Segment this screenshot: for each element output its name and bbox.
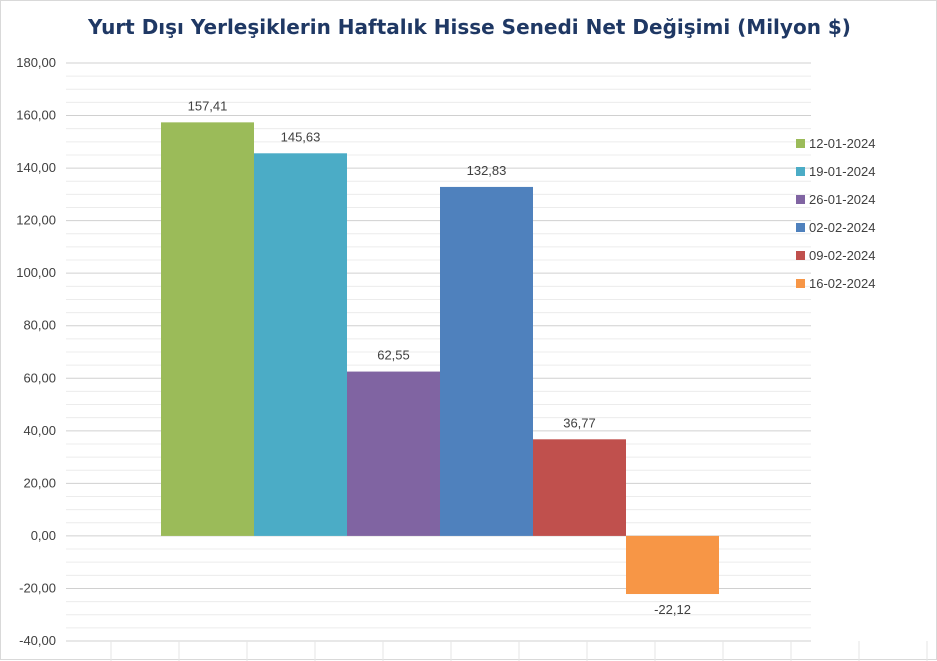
y-tick-label: 20,00 (23, 475, 56, 490)
y-tick-label: 160,00 (16, 108, 56, 123)
y-axis-ticks: 180,00 160,00 140,00 120,00 100,00 80,00 60,00… (16, 55, 56, 648)
y-tick-label: 140,00 (16, 160, 56, 175)
legend-label: 12-01-2024 (809, 136, 876, 151)
legend-swatch (796, 195, 805, 204)
y-tick-label: 0,00 (31, 528, 56, 543)
bar-19-01-2024 (254, 153, 347, 536)
legend: 12-01-2024 19-01-2024 26-01-2024 02-02-2024… (796, 136, 876, 291)
legend-swatch (796, 279, 805, 288)
x-minor-ticks (110, 641, 928, 661)
legend-label: 26-01-2024 (809, 192, 876, 207)
legend-label: 19-01-2024 (809, 164, 876, 179)
legend-swatch (796, 223, 805, 232)
data-label: 62,55 (377, 348, 410, 363)
y-tick-label: 40,00 (23, 423, 56, 438)
legend-item: 09-02-2024 (796, 248, 876, 263)
legend-swatch (796, 167, 805, 176)
bars (161, 122, 719, 595)
data-label: 132,83 (467, 163, 507, 178)
chart-title: Yurt Dışı Yerleşiklerin Haftalık Hisse S… (88, 15, 851, 39)
y-tick-label: 60,00 (23, 370, 56, 385)
bar-09-02-2024 (533, 439, 626, 536)
legend-swatch (796, 251, 805, 260)
data-label: -22,12 (654, 602, 691, 617)
y-tick-label: 120,00 (16, 213, 56, 228)
legend-label: 16-02-2024 (809, 276, 876, 291)
legend-label: 02-02-2024 (809, 220, 876, 235)
legend-item: 02-02-2024 (796, 220, 876, 235)
y-tick-label: 80,00 (23, 318, 56, 333)
legend-swatch (796, 139, 805, 148)
data-label: 157,41 (188, 98, 228, 113)
data-label: 145,63 (281, 129, 321, 144)
legend-item: 12-01-2024 (796, 136, 876, 151)
bar-02-02-2024 (440, 186, 533, 536)
y-tick-label: 180,00 (16, 55, 56, 70)
bar-16-02-2024 (626, 535, 719, 595)
y-tick-label: -40,00 (19, 633, 56, 648)
legend-label: 09-02-2024 (809, 248, 876, 263)
data-label: 36,77 (563, 415, 596, 430)
bar-12-01-2024 (161, 122, 254, 536)
data-labels: 157,41 145,63 62,55 132,83 36,77 -22,12 (188, 98, 691, 617)
y-tick-label: 100,00 (16, 265, 56, 280)
bar-26-01-2024 (347, 371, 440, 536)
legend-item: 16-02-2024 (796, 276, 876, 291)
legend-item: 19-01-2024 (796, 164, 876, 179)
legend-item: 26-01-2024 (796, 192, 876, 207)
y-tick-label: -20,00 (19, 580, 56, 595)
